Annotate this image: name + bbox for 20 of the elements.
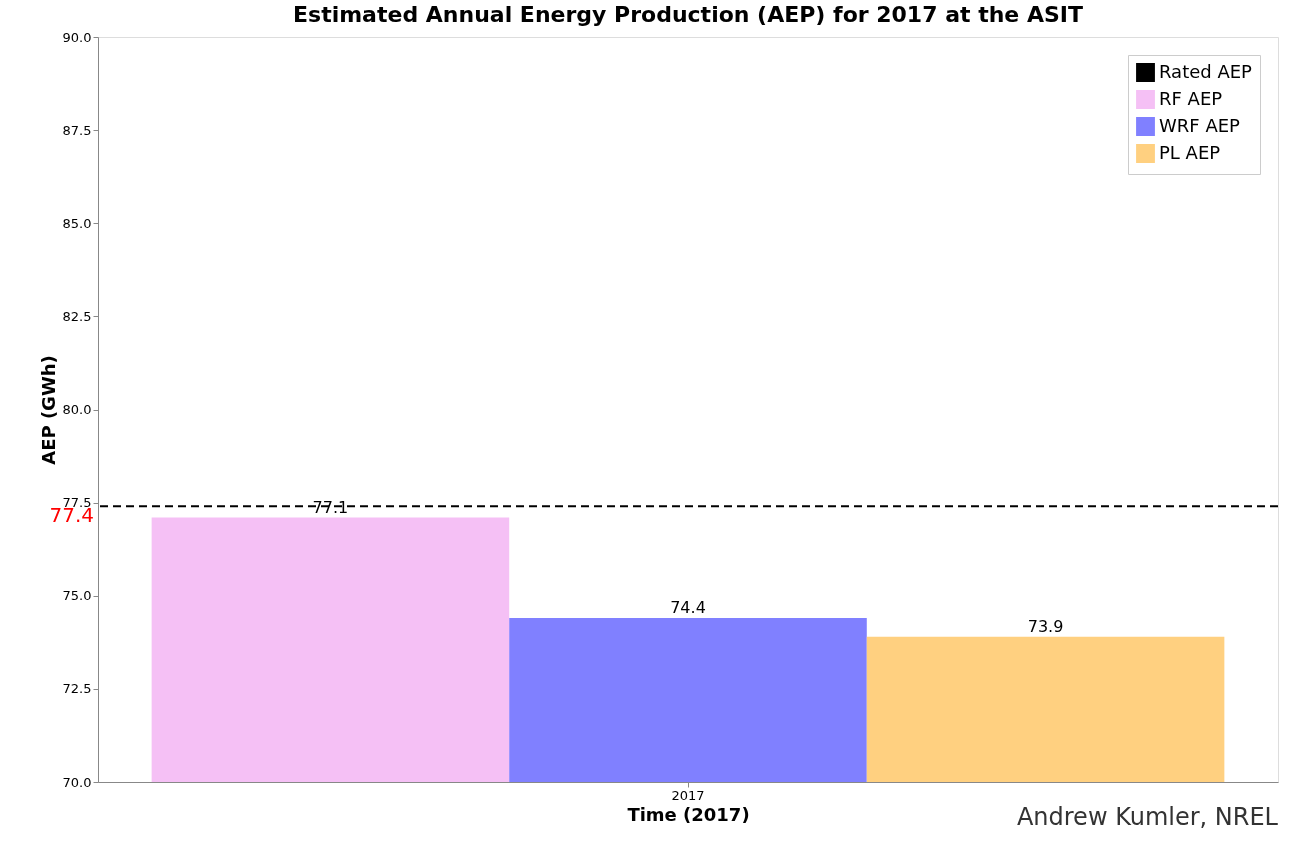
legend-label: Rated AEP: [1159, 60, 1253, 82]
legend-label: RF AEP: [1159, 87, 1223, 109]
y-tick-label: 75.0: [62, 588, 92, 604]
chart-title: Estimated Annual Energy Production (AEP) for 2017 at the ASIT: [293, 2, 1083, 27]
y-tick-label: 82.5: [62, 308, 92, 324]
x-tick-label: 2017: [671, 787, 705, 803]
y-tick-label: 72.5: [62, 681, 92, 697]
y-tick-label: 90.0: [62, 29, 92, 45]
y-axis-title: AEP (GWh): [37, 355, 59, 465]
text: Andrew Kumler, NREL: [1016, 803, 1279, 831]
y-tick-label: 85.0: [62, 215, 92, 231]
y-tick-label: 70.0: [62, 774, 92, 790]
data-label: 73.9: [1027, 616, 1064, 636]
legend-label: PL AEP: [1159, 141, 1221, 163]
data-label: 74.4: [670, 598, 706, 618]
y-tick-label: 80.0: [62, 402, 92, 417]
data-label: 77.1: [312, 497, 349, 517]
x-axis-title: Time (2017): [627, 803, 750, 825]
y-tick-label: 87.5: [62, 122, 92, 138]
legend-label: WRF AEP: [1159, 114, 1241, 136]
